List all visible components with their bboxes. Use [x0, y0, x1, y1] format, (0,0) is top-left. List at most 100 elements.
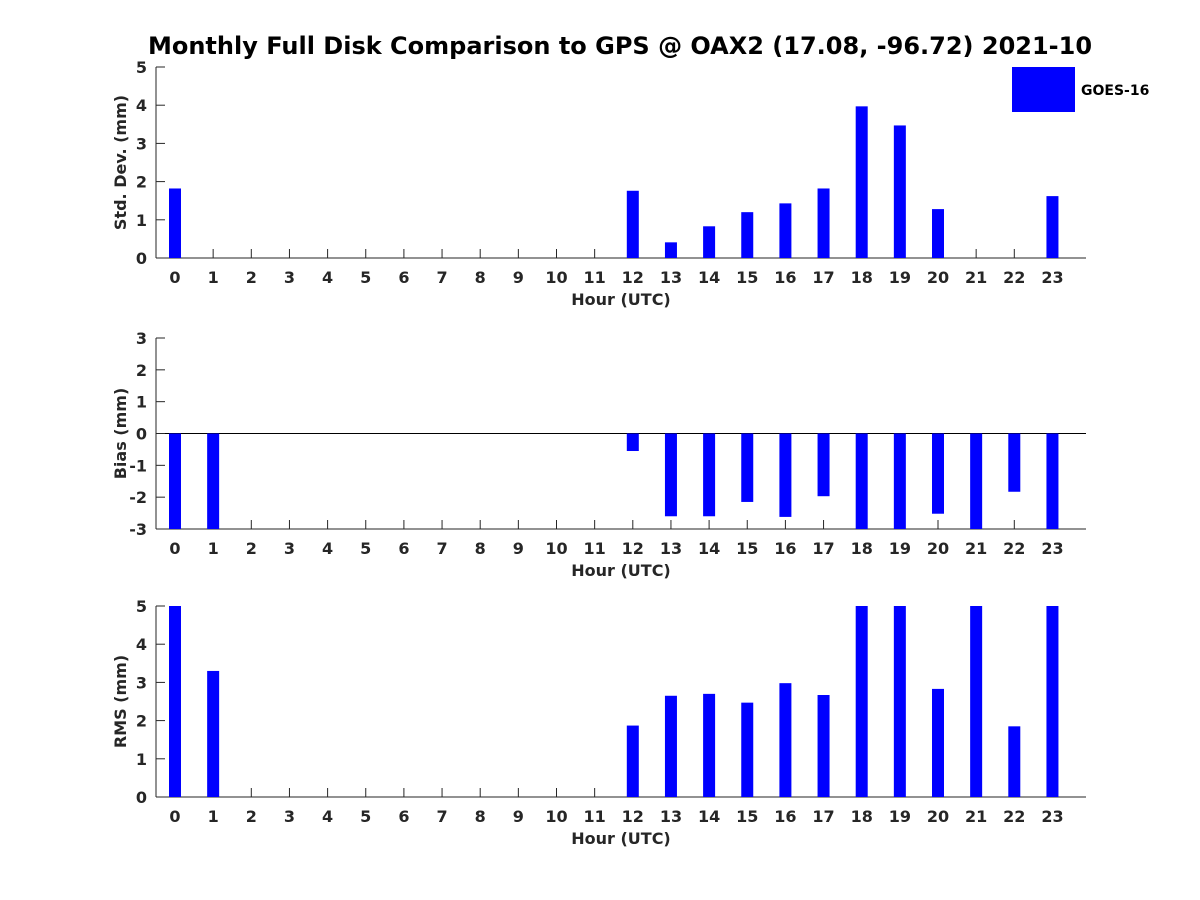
x-tick-label: 10	[545, 539, 567, 558]
x-tick-label: 16	[774, 539, 796, 558]
x-tick-label: 4	[322, 268, 333, 287]
x-tick-label: 15	[736, 268, 758, 287]
x-axis-label: Hour (UTC)	[571, 290, 671, 309]
x-tick-label: 16	[774, 268, 796, 287]
x-tick-label: 5	[360, 807, 371, 826]
bar-hour-21	[970, 606, 983, 797]
bar-hour-18	[855, 106, 868, 258]
y-tick-label: 5	[136, 597, 147, 616]
x-tick-label: 11	[584, 807, 606, 826]
y-tick-label: 4	[136, 96, 147, 115]
x-tick-label: 21	[965, 807, 987, 826]
bar-hour-14	[703, 226, 716, 258]
x-tick-label: 22	[1003, 268, 1025, 287]
x-axis-label: Hour (UTC)	[571, 829, 671, 848]
y-tick-label: 1	[136, 211, 147, 230]
x-tick-label: 2	[246, 268, 257, 287]
x-tick-label: 10	[545, 807, 567, 826]
x-tick-label: 11	[584, 268, 606, 287]
chart-title: Monthly Full Disk Comparison to GPS @ OA…	[148, 32, 1092, 60]
x-tick-label: 14	[698, 539, 720, 558]
x-tick-label: 0	[169, 539, 180, 558]
bar-hour-1	[207, 670, 220, 797]
legend-label: GOES-16	[1081, 83, 1149, 99]
x-tick-label: 6	[398, 539, 409, 558]
bar-hour-12	[626, 725, 639, 797]
bar-hour-20	[932, 433, 944, 514]
x-tick-label: 7	[436, 268, 447, 287]
y-tick-label: 1	[136, 750, 147, 769]
x-tick-label: 17	[812, 539, 834, 558]
x-tick-label: 1	[208, 539, 219, 558]
x-tick-label: 23	[1041, 268, 1063, 287]
x-tick-label: 2	[246, 807, 257, 826]
x-tick-label: 18	[851, 807, 873, 826]
x-tick-label: 23	[1041, 807, 1063, 826]
y-tick-label: 4	[136, 635, 147, 654]
x-tick-label: 21	[965, 268, 987, 287]
bar-hour-21	[970, 433, 983, 529]
x-tick-label: 17	[812, 807, 834, 826]
legend-swatch	[1012, 67, 1075, 112]
y-axis-label: RMS (mm)	[111, 655, 130, 748]
bar-hour-0	[169, 433, 181, 529]
bar-hour-22	[1008, 433, 1021, 492]
x-tick-label: 1	[208, 807, 219, 826]
bar-hour-19	[893, 125, 906, 258]
y-tick-label: 2	[136, 712, 147, 731]
x-tick-label: 0	[169, 807, 180, 826]
y-tick-label: -3	[129, 520, 147, 539]
x-tick-label: 14	[698, 268, 720, 287]
x-tick-label: 11	[584, 539, 606, 558]
y-tick-label: 3	[136, 329, 147, 348]
x-tick-label: 4	[322, 807, 333, 826]
x-tick-label: 6	[398, 807, 409, 826]
x-tick-label: 22	[1003, 539, 1025, 558]
x-tick-label: 8	[475, 268, 486, 287]
bar-hour-1	[207, 433, 220, 529]
bar-hour-20	[932, 688, 944, 797]
bar-hour-16	[779, 433, 792, 517]
x-tick-label: 8	[475, 807, 486, 826]
bar-hour-17	[817, 433, 830, 497]
bar-hour-12	[626, 433, 639, 452]
x-tick-label: 21	[965, 539, 987, 558]
y-tick-label: 0	[136, 425, 147, 444]
x-tick-label: 20	[927, 539, 949, 558]
bar-hour-16	[779, 203, 792, 258]
x-tick-label: 9	[513, 268, 524, 287]
x-tick-label: 10	[545, 268, 567, 287]
bar-hour-12	[626, 190, 639, 258]
x-tick-label: 7	[436, 807, 447, 826]
x-tick-label: 9	[513, 807, 524, 826]
x-tick-label: 19	[889, 807, 911, 826]
y-axis-label: Std. Dev. (mm)	[111, 95, 130, 230]
y-tick-label: 3	[136, 134, 147, 153]
x-tick-label: 3	[284, 807, 295, 826]
bar-hour-23	[1046, 606, 1059, 797]
x-tick-label: 8	[475, 539, 486, 558]
x-tick-label: 16	[774, 807, 796, 826]
x-tick-label: 1	[208, 268, 219, 287]
y-tick-label: -2	[129, 488, 147, 507]
y-axis-label: Bias (mm)	[111, 388, 130, 480]
x-tick-label: 20	[927, 268, 949, 287]
x-tick-label: 13	[660, 539, 682, 558]
y-tick-label: 2	[136, 361, 147, 380]
bar-hour-15	[741, 702, 754, 797]
x-tick-label: 19	[889, 539, 911, 558]
bar-hour-16	[779, 683, 792, 797]
x-tick-label: 13	[660, 807, 682, 826]
bar-hour-0	[169, 606, 181, 797]
x-tick-label: 5	[360, 268, 371, 287]
x-tick-label: 15	[736, 807, 758, 826]
x-tick-label: 0	[169, 268, 180, 287]
y-tick-label: 1	[136, 393, 147, 412]
x-tick-label: 3	[284, 268, 295, 287]
legend: GOES-16	[1012, 67, 1149, 112]
